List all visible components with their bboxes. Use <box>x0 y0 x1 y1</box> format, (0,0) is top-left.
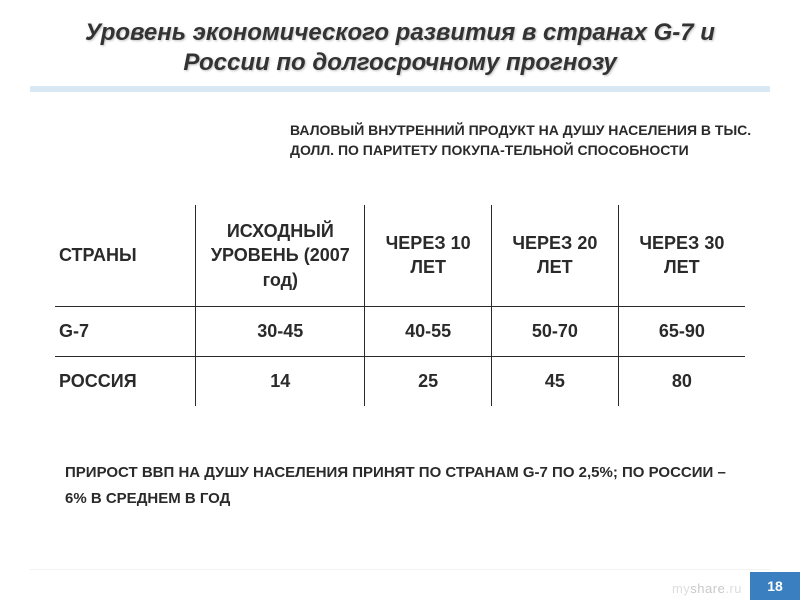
data-table-container: СТРАНЫ ИСХОДНЫЙ УРОВЕНЬ (2007 год) ЧЕРЕЗ… <box>55 205 745 406</box>
accent-stripe <box>30 80 770 98</box>
subtitle-text: ВАЛОВЫЙ ВНУТРЕННИЙ ПРОДУКТ НА ДУШУ НАСЕЛ… <box>290 120 760 161</box>
table-row: РОССИЯ 14 25 45 80 <box>55 356 745 406</box>
footnote-text: ПРИРОСТ ВВП НА ДУШУ НАСЕЛЕНИЯ ПРИНЯТ ПО … <box>65 460 740 511</box>
col-header: ИСХОДНЫЙ УРОВЕНЬ (2007 год) <box>196 205 365 306</box>
watermark-part: my <box>672 581 690 596</box>
cell: 25 <box>365 356 492 406</box>
cell: 65-90 <box>618 306 745 356</box>
cell: 80 <box>618 356 745 406</box>
data-table: СТРАНЫ ИСХОДНЫЙ УРОВЕНЬ (2007 год) ЧЕРЕЗ… <box>55 205 745 406</box>
cell: G-7 <box>55 306 196 356</box>
watermark: myshare.ru <box>672 581 742 596</box>
cell: 50-70 <box>492 306 619 356</box>
watermark-part: share <box>690 581 725 596</box>
cell: 40-55 <box>365 306 492 356</box>
page-title: Уровень экономического развития в страна… <box>0 18 800 78</box>
col-header: ЧЕРЕЗ 20 ЛЕТ <box>492 205 619 306</box>
cell: РОССИЯ <box>55 356 196 406</box>
cell: 45 <box>492 356 619 406</box>
col-header: ЧЕРЕЗ 30 ЛЕТ <box>618 205 745 306</box>
divider <box>30 569 770 570</box>
cell: 30-45 <box>196 306 365 356</box>
table-header-row: СТРАНЫ ИСХОДНЫЙ УРОВЕНЬ (2007 год) ЧЕРЕЗ… <box>55 205 745 306</box>
table-row: G-7 30-45 40-55 50-70 65-90 <box>55 306 745 356</box>
col-header: СТРАНЫ <box>55 205 196 306</box>
col-header: ЧЕРЕЗ 10 ЛЕТ <box>365 205 492 306</box>
watermark-part: .ru <box>725 581 742 596</box>
page-number-badge: 18 <box>750 572 800 600</box>
cell: 14 <box>196 356 365 406</box>
